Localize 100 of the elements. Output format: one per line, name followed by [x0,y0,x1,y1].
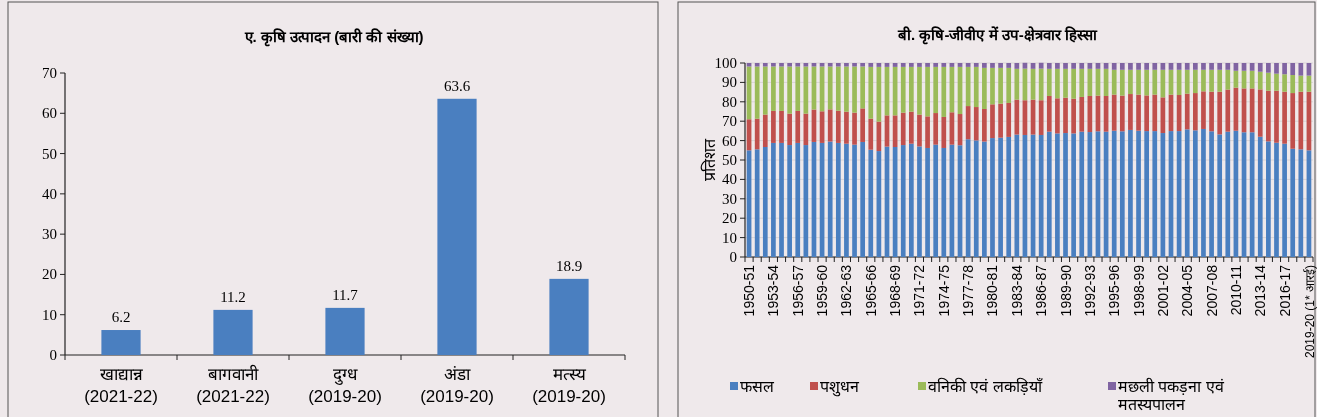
bar [1152,94,1158,132]
bar [1128,63,1133,70]
bar [1128,129,1133,257]
x-tick-label: 1980-81 [984,264,1001,317]
bar [1144,95,1150,132]
bar [998,67,1003,104]
bar [1136,94,1141,131]
bar [1257,63,1263,72]
bar [1282,91,1287,144]
bar [1225,63,1231,70]
bar [1111,63,1117,70]
bar [868,118,874,150]
bar [835,63,841,67]
bar [1006,136,1012,257]
bar [860,66,866,109]
bar [908,143,914,257]
bar [835,66,841,111]
chart-title: ए. कृषि उत्पादन (बारी की संख्या) [243,28,424,47]
x-tick-label: 2016-17 [1276,264,1293,317]
bar [787,113,792,146]
bar [1192,93,1198,131]
bar [1184,93,1190,130]
x-tick-label: 1962-63 [838,264,855,317]
chart-title: बी. कृषि-जीवीए में उप-क्षेत्रवार हिस्सा [897,26,1098,45]
y-tick-label: 0 [49,347,57,363]
bar [1063,68,1068,98]
bar [1055,68,1060,99]
bar [1119,69,1125,96]
bar [973,66,979,108]
bar [1209,69,1214,92]
y-tick-label: 70 [722,113,737,130]
bar [1111,94,1117,131]
y-tick-label: 80 [722,93,737,110]
bar [941,63,947,67]
bar [1274,73,1279,91]
legend-label: फसल [740,378,775,395]
y-tick-label: 70 [42,65,57,81]
data-label: 63.6 [443,77,471,94]
bar [933,113,939,145]
y-tick-label: 20 [42,266,57,283]
bar [917,66,922,115]
bar [925,63,930,67]
bar [1046,63,1052,69]
bar [1063,63,1068,69]
data-label: 6.2 [111,309,131,326]
bar [1274,63,1279,74]
bar [1201,91,1206,129]
bar [941,147,947,257]
bar [795,63,801,67]
bar [973,140,979,257]
x-tick-label: 1989-90 [1057,264,1074,317]
bar [1290,75,1296,94]
bar [1038,134,1044,257]
bar [795,110,801,143]
bar [868,149,874,257]
bar [1298,75,1304,92]
bar [1079,131,1085,257]
bar [1201,63,1206,70]
data-label: 11.7 [332,286,359,303]
bar [908,63,914,67]
bar [1079,96,1085,132]
x-tick-label: 1992-93 [1081,264,1098,317]
y-tick-label: 50 [722,152,737,168]
bar [1225,131,1231,257]
bar [1192,130,1198,257]
bar [844,63,849,67]
bar [933,66,939,114]
bar [1184,69,1190,94]
bar [908,111,914,144]
bar [1055,98,1060,134]
bar [835,142,841,257]
bar [1152,131,1158,257]
bar [1136,69,1141,95]
bar [1014,134,1020,257]
bar [762,147,768,257]
bar [771,63,776,67]
bar [1071,98,1076,134]
bar [1152,63,1158,70]
bar [771,110,776,143]
x-tick-label: 2010-11 [1227,264,1244,316]
bar [917,63,922,67]
bar [908,66,914,112]
bar [213,309,253,355]
bar [1119,131,1125,257]
x-tick-label: 2019-20 (1* आरई) [1302,265,1317,359]
bar [900,145,906,257]
bar [1055,133,1060,257]
bar [933,63,939,67]
bar [1266,72,1271,91]
bar [325,307,365,355]
x-tick-label: खाद्यान्न (2021-22) [84,365,158,406]
bar [1111,69,1117,95]
bar [1266,141,1271,257]
bar [1274,142,1279,257]
x-tick-label: 2013-14 [1252,264,1269,317]
bar [754,118,760,150]
bar [1282,63,1287,75]
bar [1128,69,1133,95]
bar [1006,67,1012,103]
bar [1257,71,1263,90]
